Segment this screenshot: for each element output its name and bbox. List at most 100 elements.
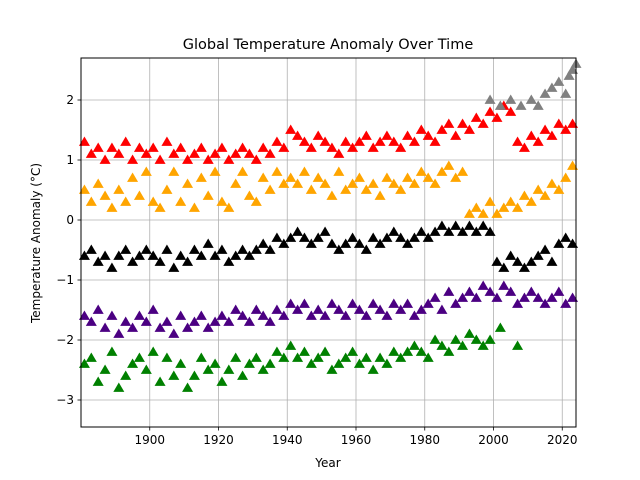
data-point	[202, 154, 214, 164]
data-point	[415, 124, 427, 134]
data-point	[402, 130, 414, 140]
data-point	[553, 184, 565, 194]
data-point	[463, 328, 475, 338]
data-point	[340, 352, 352, 362]
data-point	[312, 352, 324, 362]
data-point	[85, 316, 97, 326]
data-point	[113, 148, 125, 158]
data-point	[216, 310, 228, 320]
data-point	[237, 310, 249, 320]
data-point	[567, 64, 579, 74]
data-point	[388, 178, 400, 188]
data-point	[243, 190, 255, 200]
data-point	[457, 166, 469, 176]
data-point	[326, 298, 338, 308]
data-point	[422, 232, 434, 242]
data-point	[285, 124, 297, 134]
data-point	[195, 310, 207, 320]
data-point	[78, 358, 90, 368]
data-point	[319, 226, 331, 236]
data-point	[429, 226, 441, 236]
data-point	[243, 148, 255, 158]
data-point	[133, 310, 145, 320]
data-point	[347, 178, 359, 188]
y-tick-label: 2	[66, 93, 74, 107]
data-point	[264, 148, 276, 158]
data-point	[182, 322, 194, 332]
data-point	[360, 244, 372, 254]
data-point	[340, 136, 352, 146]
data-point	[154, 154, 166, 164]
data-point	[463, 286, 475, 296]
data-point	[470, 292, 482, 302]
data-point	[319, 136, 331, 146]
data-point	[443, 118, 455, 128]
data-point	[292, 352, 304, 362]
data-point	[567, 160, 579, 170]
data-point	[250, 154, 262, 164]
data-point	[484, 286, 496, 296]
data-point	[374, 304, 386, 314]
x-tick-label: 1960	[341, 433, 372, 447]
data-point	[140, 316, 152, 326]
series-1	[78, 322, 524, 392]
data-point	[484, 226, 496, 236]
data-point	[216, 142, 228, 152]
data-point	[182, 154, 194, 164]
data-point	[147, 304, 159, 314]
data-point	[360, 184, 372, 194]
data-point	[175, 250, 187, 260]
data-point	[333, 304, 345, 314]
data-point	[429, 334, 441, 344]
data-point	[395, 184, 407, 194]
data-point	[230, 304, 242, 314]
data-point	[175, 142, 187, 152]
data-point	[127, 172, 139, 182]
data-point	[539, 244, 551, 254]
x-tick-label: 1920	[203, 433, 234, 447]
data-point	[237, 166, 249, 176]
data-point	[92, 256, 104, 266]
series-3	[78, 220, 579, 272]
data-point	[326, 238, 338, 248]
data-point	[367, 178, 379, 188]
data-point	[457, 226, 469, 236]
data-point	[532, 292, 544, 302]
data-point	[188, 370, 200, 380]
data-point	[512, 256, 524, 266]
data-point	[415, 346, 427, 356]
data-point	[264, 244, 276, 254]
grid	[81, 58, 576, 427]
data-point	[333, 244, 345, 254]
data-point	[340, 310, 352, 320]
data-point	[216, 196, 228, 206]
x-tick-label: 1900	[134, 433, 165, 447]
data-point	[436, 304, 448, 314]
data-point	[147, 250, 159, 260]
data-point	[353, 172, 365, 182]
data-point	[422, 352, 434, 362]
x-tick-label: 2000	[478, 433, 509, 447]
data-point	[402, 346, 414, 356]
data-point	[161, 316, 173, 326]
data-point	[140, 364, 152, 374]
data-point	[512, 298, 524, 308]
data-point	[195, 250, 207, 260]
data-point	[491, 292, 503, 302]
data-point	[505, 196, 517, 206]
data-point	[250, 196, 262, 206]
data-point	[388, 298, 400, 308]
data-point	[127, 358, 139, 368]
data-point	[532, 184, 544, 194]
data-point	[257, 238, 269, 248]
data-point	[319, 178, 331, 188]
data-point	[188, 244, 200, 254]
data-point	[298, 232, 310, 242]
data-point	[216, 376, 228, 386]
data-point	[188, 202, 200, 212]
data-point	[374, 136, 386, 146]
data-point	[106, 310, 118, 320]
data-point	[223, 316, 235, 326]
data-point	[333, 166, 345, 176]
data-point	[223, 364, 235, 374]
